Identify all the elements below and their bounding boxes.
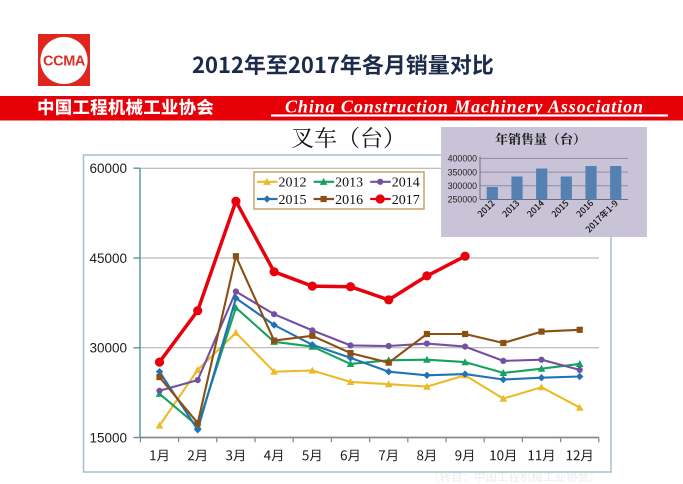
svg-text:2016: 2016 <box>335 193 363 208</box>
svg-text:400000: 400000 <box>448 154 477 164</box>
svg-text:2014: 2014 <box>392 176 420 191</box>
svg-text:2012: 2012 <box>279 176 307 191</box>
svg-text:60000: 60000 <box>89 161 127 176</box>
svg-text:2017: 2017 <box>392 193 420 208</box>
svg-text:45000: 45000 <box>89 251 127 266</box>
svg-text:15000: 15000 <box>89 430 127 445</box>
svg-text:250000: 250000 <box>448 195 477 205</box>
svg-text:2013: 2013 <box>335 176 363 191</box>
svg-text:2015: 2015 <box>279 193 307 208</box>
svg-text:China Construction Machinery A: China Construction Machinery Association <box>285 96 644 116</box>
svg-text:350000: 350000 <box>448 167 477 177</box>
svg-text:300000: 300000 <box>448 181 477 191</box>
svg-text:30000: 30000 <box>89 341 127 356</box>
svg-text:CCMA: CCMA <box>43 54 86 70</box>
